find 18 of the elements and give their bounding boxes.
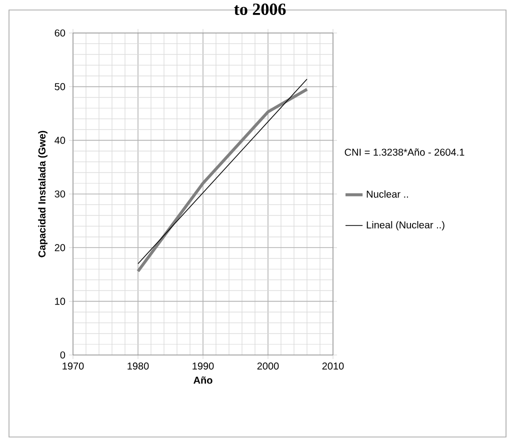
- text: CNI = 1.3238*Año - 2604.1: [344, 148, 464, 156]
- y-tick-label: 30: [54, 190, 66, 198]
- y-tick-label: 50: [54, 83, 66, 90]
- x-tick-label: 2000: [257, 362, 279, 370]
- y-tick-label: 40: [54, 136, 66, 144]
- x-tick-label: 1980: [128, 362, 149, 370]
- x-tick-label: 1990: [192, 362, 214, 370]
- y-tick-label: 10: [55, 298, 66, 305]
- y-tick-label: 20: [54, 244, 66, 252]
- x-axis-title: Año: [194, 376, 212, 384]
- y-tick-label: 0: [60, 351, 66, 359]
- x-tick-label: 1970: [62, 362, 84, 370]
- x-tick-label: 2010: [322, 362, 344, 370]
- y-axis-title: Capacidad Instalada (Gwe): [38, 130, 48, 258]
- legend-label: Nuclear ..: [366, 190, 408, 198]
- chart-title: to 2006: [234, 4, 286, 15]
- y-tick-label: 60: [54, 29, 66, 37]
- legend-label: Lineal (Nuclear ..): [366, 221, 444, 230]
